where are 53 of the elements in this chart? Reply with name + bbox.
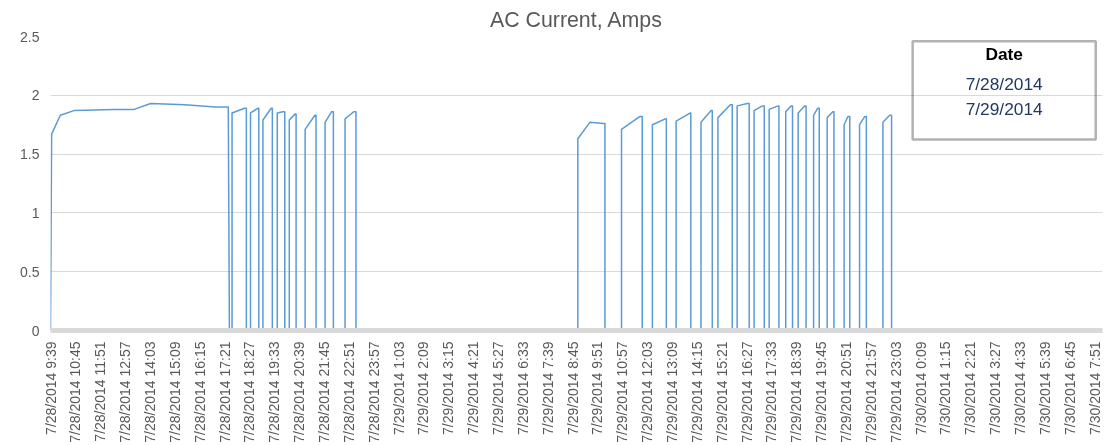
annotation: 7/29/2014 [965,99,1044,120]
x-tick-label: 7/29/2014 9:51 [589,341,606,435]
x-tick-label: 7/29/2014 6:33 [514,341,531,435]
y-tick-label: 1.5 [20,146,40,163]
x-tick-label: 7/30/2014 0:09 [912,341,929,435]
x-tick-label: 7/30/2014 4:33 [1012,341,1029,435]
x-tick-label: 7/29/2014 4:21 [465,341,482,435]
x-tick-label: 7/29/2014 20:51 [838,341,854,443]
x-tick-label: 7/28/2014 11:51 [92,341,109,442]
x-tick-label: 7/29/2014 10:57 [614,341,631,443]
y-tick-label: 0.5 [20,263,40,280]
x-tick-label: 7/29/2014 18:39 [788,341,805,443]
x-tick-label: 7/30/2014 1:15 [937,341,954,435]
x-tick-label: 7/28/2014 16:15 [191,341,208,443]
annotation: 7/28/2014 [965,73,1044,94]
x-tick-label: 7/28/2014 18:27 [241,341,258,443]
x-tick-label: 7/30/2014 3:27 [987,341,1004,435]
x-tick-label: 7/29/2014 13:09 [663,341,680,443]
x-tick-label: 7/29/2014 16:27 [738,341,755,443]
y-tick-label: 0 [31,322,40,339]
x-tick-label: 7/29/2014 17:33 [763,341,780,443]
x-tick-label: 7/29/2014 14:15 [688,341,705,443]
x-tick-label: 7/30/2014 7:51 [1086,341,1103,435]
x-tick-label: 7/29/2014 12:03 [639,341,656,443]
x-tick-label: 7/29/2014 19:45 [813,341,830,443]
x-tick-label: 7/29/2014 5:27 [489,341,506,435]
x-tick-label: 7/28/2014 22:51 [340,341,357,443]
x-tick-label: 7/28/2014 12:57 [117,341,134,443]
y-tick-label: 2 [31,87,40,104]
x-tick-label: 7/28/2014 19:33 [266,341,283,443]
chart-title: AC Current, Amps [489,7,662,32]
annotation: Date [985,44,1024,65]
x-tick-label: 7/29/2014 15:21 [713,341,730,443]
x-tick-label: 7/28/2014 21:45 [315,341,332,443]
x-tick-label: 7/28/2014 15:09 [166,341,183,443]
x-tick-label: 7/28/2014 14:03 [141,341,158,443]
x-tick-label: 7/29/2014 1:03 [390,341,407,435]
y-tick-label: 1 [31,204,40,221]
x-tick-label: 7/29/2014 7:39 [539,341,556,435]
x-tick-label: 7/28/2014 23:57 [365,341,382,443]
x-tick-label: 7/29/2014 2:09 [415,341,432,435]
y-tick-label: 2.5 [20,28,40,45]
x-tick-label: 7/28/2014 17:21 [216,341,233,443]
x-tick-label: 7/30/2014 5:39 [1036,341,1053,435]
x-tick-label: 7/30/2014 6:45 [1061,341,1078,435]
x-tick-label: 7/28/2014 9:39 [42,341,59,435]
x-tick-label: 7/29/2014 8:45 [564,341,581,435]
x-tick-label: 7/29/2014 23:03 [887,341,904,443]
x-tick-label: 7/29/2014 21:57 [862,341,879,443]
x-tick-label: 7/30/2014 2:21 [962,341,979,435]
x-tick-label: 7/28/2014 10:45 [67,341,84,443]
x-tick-label: 7/28/2014 20:39 [291,341,308,443]
x-tick-label: 7/29/2014 3:15 [440,341,457,435]
